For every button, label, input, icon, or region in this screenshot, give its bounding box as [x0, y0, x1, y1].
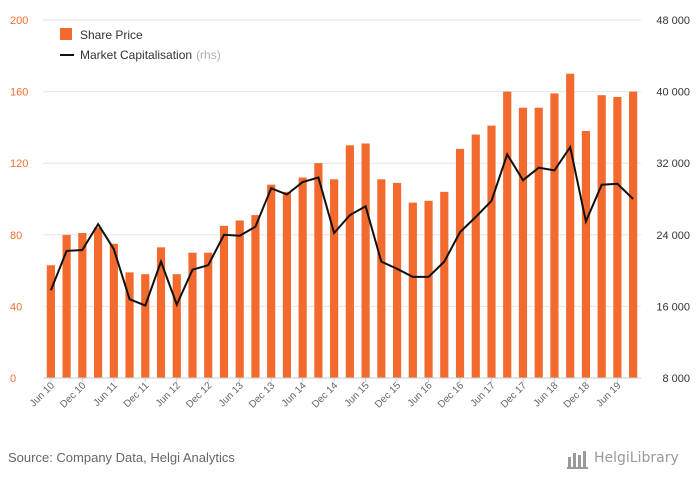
- left-tick-label: 200: [10, 15, 28, 27]
- share-price-bar: [62, 234, 71, 378]
- market-cap-line: [49, 144, 634, 308]
- legend-share-price-swatch: [60, 28, 72, 40]
- x-tick-label: Dec 18: [562, 380, 592, 410]
- left-tick-label: 0: [10, 373, 16, 385]
- x-tick-label: Jun 16: [406, 380, 435, 409]
- share-price-bar: [455, 148, 465, 378]
- x-tick-label: Dec 15: [373, 380, 403, 410]
- left-axis-ticks: 0 40 80 120 160 200: [10, 15, 28, 385]
- x-tick-label: Dec 17: [499, 380, 529, 410]
- left-tick-label: 80: [10, 230, 22, 242]
- legend-market-cap-note: (rhs): [196, 48, 221, 62]
- right-tick-label: 24 000: [656, 230, 690, 242]
- left-tick-label: 40: [10, 301, 22, 313]
- share-price-bar: [550, 93, 559, 378]
- share-price-bar: [629, 91, 638, 378]
- x-tick-label: Jun 19: [595, 380, 624, 409]
- share-price-chart: 0 40 80 120 160 200 8 000 16 000 24 000 32 000 40…: [10, 15, 690, 411]
- left-tick-label: 120: [10, 158, 28, 170]
- share-price-bar: [282, 191, 292, 378]
- share-price-bar: [219, 225, 229, 378]
- x-axis-ticks: Jun 10 Dec 10 Jun 11 Dec 11 Jun 12 Dec 12 Jun …: [28, 378, 624, 411]
- share-price-bar: [361, 143, 370, 378]
- source-note: Source: Company Data, Helgi Analytics: [8, 450, 235, 465]
- share-price-bar: [566, 73, 575, 378]
- x-tick-label: Dec 13: [247, 380, 277, 410]
- share-price-bar: [518, 107, 528, 379]
- x-tick-label: Jun 11: [91, 380, 120, 409]
- share-price-bar: [440, 191, 449, 378]
- share-price-bar: [46, 265, 55, 378]
- share-price-bar: [298, 177, 307, 378]
- share-price-bar: [581, 130, 591, 378]
- share-price-bar: [204, 252, 213, 378]
- share-price-bar: [534, 107, 543, 379]
- share-price-bars: [46, 73, 638, 379]
- x-tick-label: Jun 10: [28, 380, 57, 409]
- x-tick-label: Jun 17: [469, 380, 498, 409]
- x-tick-label: Dec 14: [310, 380, 340, 410]
- x-tick-label: Dec 16: [436, 380, 466, 410]
- share-price-bar: [78, 233, 87, 378]
- share-price-bar: [345, 145, 354, 378]
- share-price-bar: [597, 95, 606, 379]
- left-tick-label: 160: [10, 87, 28, 99]
- share-price-bar: [251, 215, 260, 378]
- share-price-bar: [408, 202, 417, 378]
- x-tick-label: Dec 11: [122, 380, 152, 410]
- share-price-bar: [109, 243, 118, 378]
- right-tick-label: 40 000: [656, 87, 690, 99]
- share-price-bar: [613, 96, 622, 378]
- share-price-bar: [141, 274, 150, 378]
- share-price-bar: [377, 179, 386, 378]
- brand-logo: HelgiLibrary: [566, 447, 694, 471]
- x-tick-label: Jun 14: [280, 380, 309, 409]
- right-axis-ticks: 8 000 16 000 24 000 32 000 40 000 48 000: [656, 15, 690, 385]
- share-price-bar: [93, 227, 103, 378]
- helgi-library-logo-icon: [567, 451, 588, 469]
- share-price-bar: [503, 91, 512, 378]
- right-tick-label: 8 000: [662, 373, 690, 385]
- share-price-bar: [188, 252, 197, 378]
- x-tick-label: Jun 13: [217, 380, 246, 409]
- share-price-bar: [471, 134, 480, 378]
- x-tick-label: Dec 12: [184, 380, 214, 410]
- legend: Share Price Market Capitalisation (rhs): [60, 28, 221, 62]
- share-price-bar: [424, 200, 433, 378]
- legend-share-price-label: Share Price: [80, 28, 143, 42]
- right-tick-label: 16 000: [656, 301, 690, 313]
- right-tick-label: 32 000: [656, 158, 690, 170]
- brand-name: HelgiLibrary: [594, 450, 679, 466]
- share-price-bar: [125, 272, 134, 378]
- share-price-bar: [487, 125, 496, 378]
- share-price-bar: [330, 179, 339, 378]
- legend-market-cap-label: Market Capitalisation (rhs): [80, 48, 221, 62]
- right-tick-label: 48 000: [656, 15, 690, 27]
- share-price-bar: [392, 182, 402, 378]
- share-price-bar: [156, 247, 166, 378]
- share-price-bar: [172, 274, 181, 378]
- legend-market-cap-name: Market Capitalisation: [80, 48, 192, 62]
- x-tick-label: Dec 10: [58, 380, 88, 410]
- x-tick-label: Jun 15: [343, 380, 372, 409]
- x-tick-label: Jun 18: [532, 380, 561, 409]
- share-price-bar: [267, 184, 276, 378]
- share-price-bar: [235, 220, 244, 378]
- share-price-bar: [314, 163, 323, 378]
- x-tick-label: Jun 12: [154, 380, 183, 409]
